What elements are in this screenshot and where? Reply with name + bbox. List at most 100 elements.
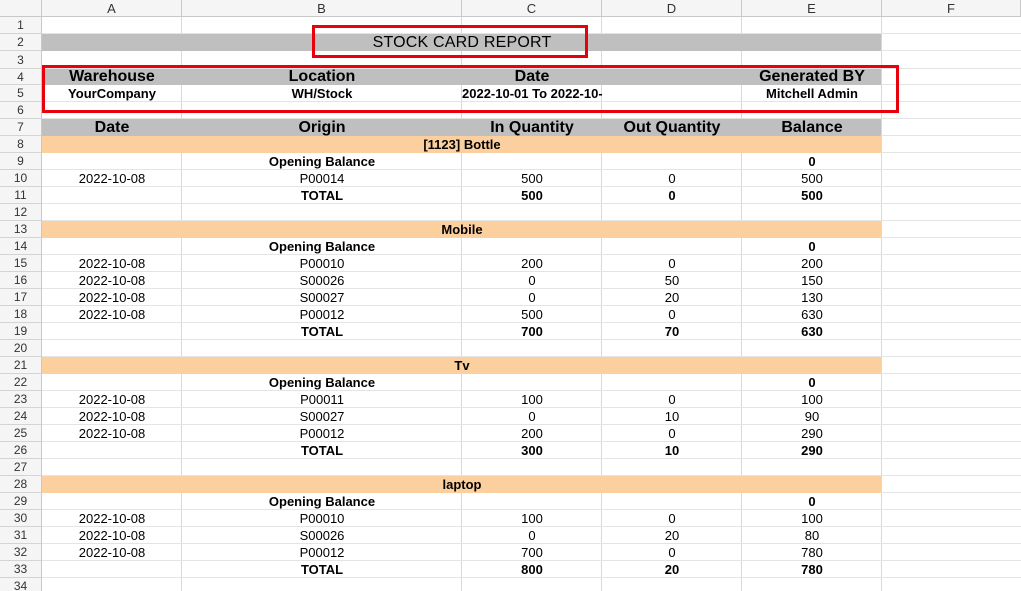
row-header-9[interactable]: 9: [0, 153, 42, 170]
row-header-34[interactable]: 34: [0, 578, 42, 591]
row-gridline: [42, 356, 1021, 357]
row-header-3[interactable]: 3: [0, 51, 42, 69]
row-header-16[interactable]: 16: [0, 272, 42, 289]
product-name: Mobile: [441, 222, 483, 237]
row-gridline: [42, 407, 1021, 408]
move-out-qty: 20: [664, 290, 680, 305]
row-header-18[interactable]: 18: [0, 306, 42, 323]
move-in-qty: 500: [521, 171, 543, 186]
move-out-qty: 0: [668, 545, 676, 560]
move-in-qty: 200: [521, 256, 543, 271]
row-header-10[interactable]: 10: [0, 170, 42, 187]
column-gridline: [601, 17, 602, 591]
move-origin: P00012: [299, 307, 345, 322]
row-header-21[interactable]: 21: [0, 357, 42, 374]
move-balance: 290: [801, 426, 823, 441]
row-header-15[interactable]: 15: [0, 255, 42, 272]
row-header-2[interactable]: 2: [0, 34, 42, 51]
move-in-qty: 100: [521, 392, 543, 407]
total-balance: 290: [801, 443, 823, 458]
total-label: TOTAL: [300, 562, 344, 577]
row-gridline: [42, 169, 1021, 170]
row-gridline: [42, 339, 1021, 340]
row-header-25[interactable]: 25: [0, 425, 42, 442]
row-header-5[interactable]: 5: [0, 85, 42, 102]
total-label: TOTAL: [300, 443, 344, 458]
row-header-30[interactable]: 30: [0, 510, 42, 527]
table-header-date: Date: [94, 119, 130, 136]
info-header-location: Location: [288, 69, 356, 85]
row-gridline: [42, 33, 1021, 34]
total-balance: 780: [801, 562, 823, 577]
total-label: TOTAL: [300, 324, 344, 339]
move-balance: 100: [801, 392, 823, 407]
column-header-a[interactable]: A: [42, 0, 182, 17]
row-header-32[interactable]: 32: [0, 544, 42, 561]
move-origin: S00026: [299, 273, 345, 288]
total-in-qty: 800: [521, 562, 543, 577]
row-header-20[interactable]: 20: [0, 340, 42, 357]
table-header-band: [42, 119, 881, 136]
product-band: [42, 221, 881, 238]
column-header-f[interactable]: F: [882, 0, 1021, 17]
total-balance: 630: [801, 324, 823, 339]
row-header-28[interactable]: 28: [0, 476, 42, 493]
row-gridline: [42, 543, 1021, 544]
select-all-corner[interactable]: [0, 0, 42, 17]
row-header-19[interactable]: 19: [0, 323, 42, 340]
row-header-26[interactable]: 26: [0, 442, 42, 459]
row-header-17[interactable]: 17: [0, 289, 42, 306]
move-in-qty: 700: [521, 545, 543, 560]
move-origin: S00027: [299, 290, 345, 305]
info-header-date: Date: [514, 69, 550, 85]
column-gridline: [461, 17, 462, 591]
move-balance: 630: [801, 307, 823, 322]
row-header-4[interactable]: 4: [0, 69, 42, 85]
row-gridline: [42, 475, 1021, 476]
move-origin: P00012: [299, 545, 345, 560]
row-header-27[interactable]: 27: [0, 459, 42, 476]
info-value-date: 2022-10-01 To 2022-10-31: [462, 86, 602, 101]
row-gridline: [42, 322, 1021, 323]
row-header-29[interactable]: 29: [0, 493, 42, 510]
move-out-qty: 10: [664, 409, 680, 424]
move-balance: 200: [801, 256, 823, 271]
row-gridline: [42, 101, 1021, 102]
total-in-qty: 500: [521, 188, 543, 203]
row-gridline: [42, 203, 1021, 204]
row-header-11[interactable]: 11: [0, 187, 42, 204]
column-header-d[interactable]: D: [602, 0, 742, 17]
row-header-1[interactable]: 1: [0, 17, 42, 34]
move-origin: P00011: [300, 392, 344, 407]
row-header-13[interactable]: 13: [0, 221, 42, 238]
opening-balance-value: 0: [808, 239, 816, 254]
row-header-12[interactable]: 12: [0, 204, 42, 221]
move-out-qty: 0: [668, 392, 676, 407]
total-out-qty: 10: [664, 443, 680, 458]
opening-balance-value: 0: [808, 154, 816, 169]
column-header-b[interactable]: B: [182, 0, 462, 17]
row-header-7[interactable]: 7: [0, 119, 42, 136]
column-header-e[interactable]: E: [742, 0, 882, 17]
info-value-generated-by: Mitchell Admin: [766, 86, 858, 101]
move-balance: 500: [801, 171, 823, 186]
column-gridline: [741, 17, 742, 591]
row-header-24[interactable]: 24: [0, 408, 42, 425]
row-header-22[interactable]: 22: [0, 374, 42, 391]
move-balance: 80: [804, 528, 820, 543]
column-header-c[interactable]: C: [462, 0, 602, 17]
move-out-qty: 50: [664, 273, 680, 288]
row-header-8[interactable]: 8: [0, 136, 42, 153]
row-header-6[interactable]: 6: [0, 102, 42, 119]
row-gridline: [42, 118, 1021, 119]
info-value-location: WH/Stock: [291, 86, 353, 101]
row-header-31[interactable]: 31: [0, 527, 42, 544]
move-out-qty: 0: [668, 307, 676, 322]
row-header-33[interactable]: 33: [0, 561, 42, 578]
row-header-14[interactable]: 14: [0, 238, 42, 255]
row-header-23[interactable]: 23: [0, 391, 42, 408]
total-out-qty: 70: [664, 324, 680, 339]
move-date: 2022-10-08: [78, 256, 146, 271]
product-band: [42, 357, 881, 374]
